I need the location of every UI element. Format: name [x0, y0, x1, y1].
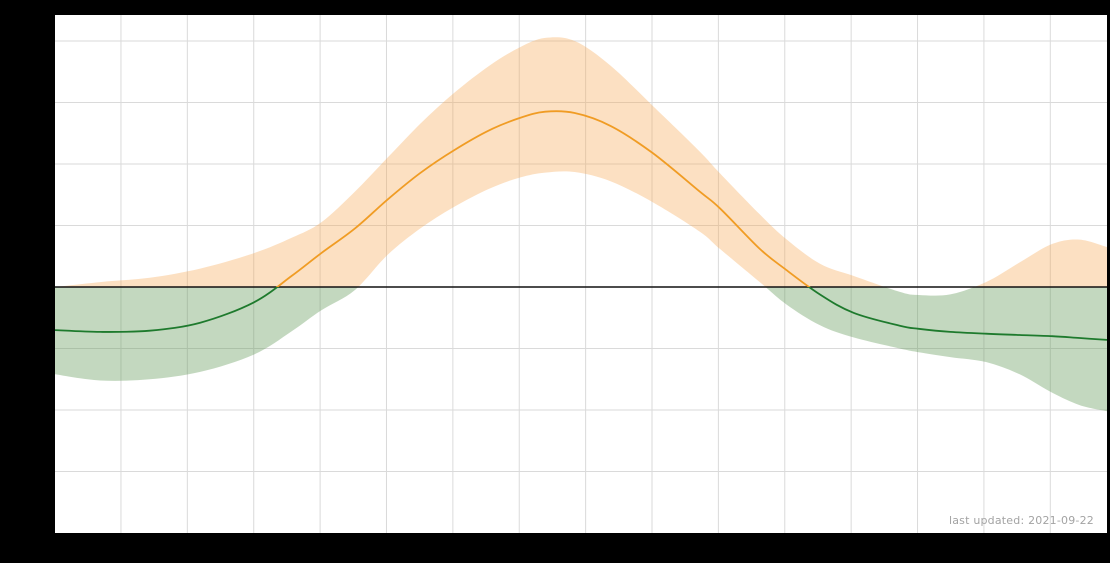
last-updated-text: last updated: 2021-09-22	[948, 514, 1094, 527]
